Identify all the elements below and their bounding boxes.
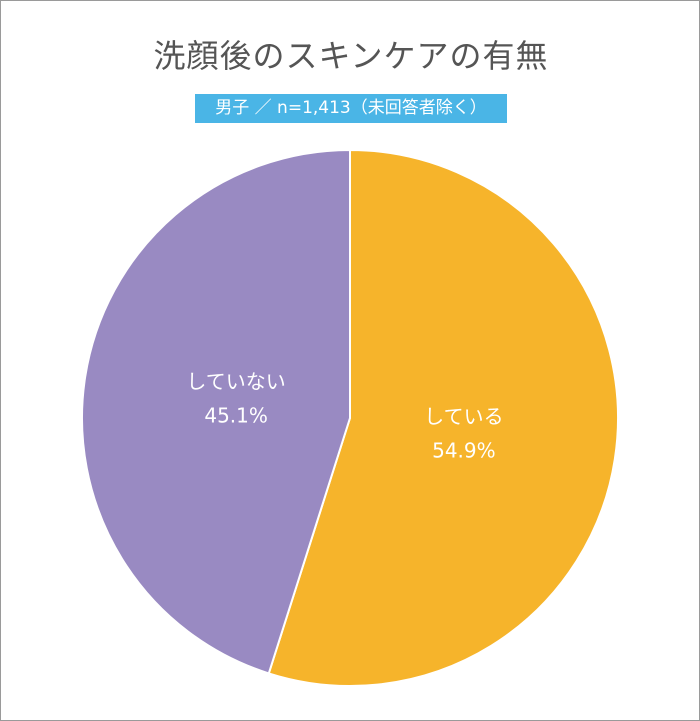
pie-slice-1 bbox=[267, 148, 620, 687]
slice-value-1: 54.9% bbox=[432, 439, 496, 463]
slice-value-2: 45.1% bbox=[204, 403, 268, 427]
slice-label-2: していない bbox=[186, 369, 285, 393]
chart-title: 洗顔後のスキンケアの有無 bbox=[153, 37, 549, 75]
chart-subtitle: 男子 ／ n=1,413（未回答者除く） bbox=[195, 94, 507, 123]
slice-label-1: している bbox=[424, 405, 503, 429]
pie-slice-2 bbox=[81, 148, 351, 675]
